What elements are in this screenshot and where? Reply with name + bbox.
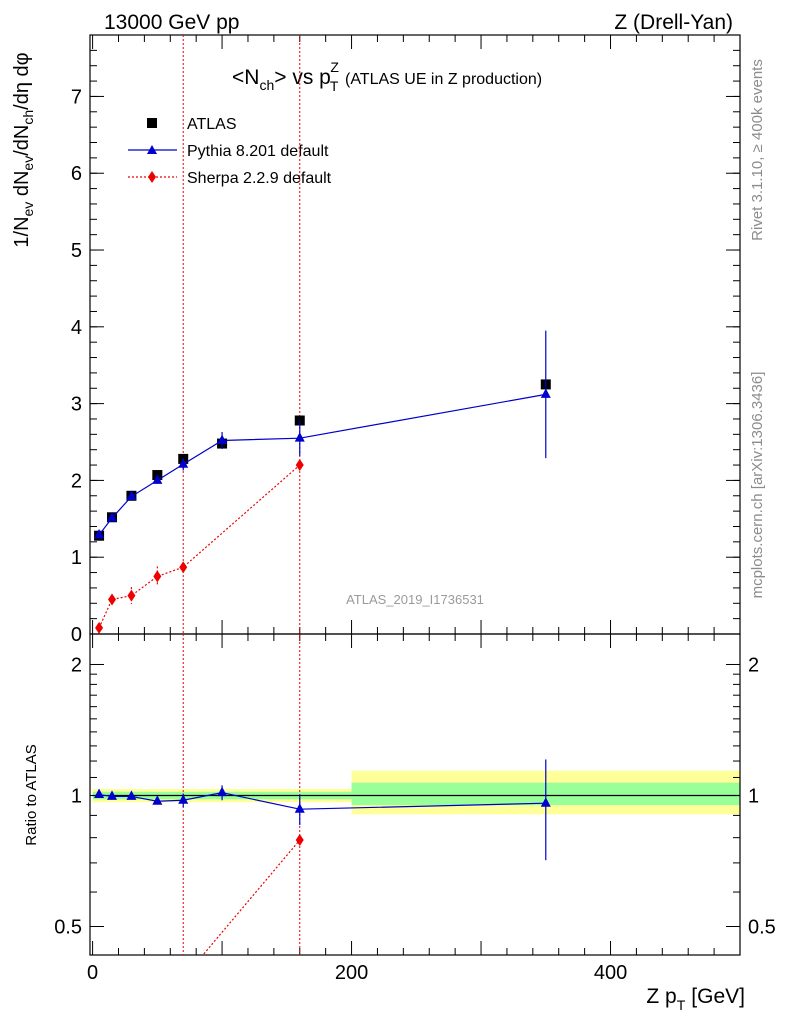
- mcplots-note: mcplots.cern.ch [arXiv:1306.3436]: [749, 372, 766, 599]
- lower-xtick-label: 0: [87, 962, 98, 984]
- legend-pythia-label: Pythia 8.201 default: [187, 143, 329, 160]
- pythia-point: [294, 432, 305, 442]
- sherpa-line: [98, 464, 301, 629]
- upper-ytick-label: 7: [71, 86, 82, 108]
- upper-ytick-label: 4: [71, 317, 82, 339]
- sherpa-point: [108, 593, 117, 606]
- rivet-note: Rivet 3.1.10, ≥ 400k events: [749, 59, 766, 241]
- pythia-ratio-point: [178, 794, 189, 804]
- legend-sherpa-label: Sherpa 2.2.9 default: [187, 170, 332, 187]
- header-right: Z (Drell-Yan): [614, 11, 733, 34]
- pythia-ratio-line: [98, 792, 546, 810]
- lower-ytick-label-left: 1: [71, 785, 82, 807]
- upper-ylabel: 1/Nev dNev/dNch/dη dφ: [11, 52, 36, 247]
- legend-atlas: ATLAS: [147, 116, 237, 133]
- pythia-ratio-point: [107, 790, 118, 800]
- upper-ytick-label: 3: [71, 394, 82, 416]
- legend-sherpa: Sherpa 2.2.9 default: [128, 170, 332, 187]
- sherpa-point: [179, 561, 188, 574]
- lower-ytick-label-left: 0.5: [54, 916, 82, 938]
- lower-xtick-label: 200: [335, 962, 368, 984]
- lower-plot: 0 200 400 0.5 0.5 1 1 2 2: [54, 633, 776, 984]
- pythia-point: [540, 388, 551, 398]
- legend: ATLAS Pythia 8.201 default Sherpa 2.2.9 …: [128, 116, 332, 187]
- upper-ytick-label: 1: [71, 547, 82, 569]
- legend-atlas-marker: [147, 118, 157, 128]
- analysis-watermark: ATLAS_2019_I1736531: [346, 592, 484, 607]
- lower-frame: [89, 633, 741, 956]
- pythia-ratio-point: [152, 795, 163, 805]
- pythia-point: [152, 474, 163, 484]
- sherpa-point: [95, 621, 104, 634]
- sherpa-point: [153, 570, 162, 583]
- upper-ytick-label: 5: [71, 240, 82, 262]
- lower-ytick-label-right: 1: [748, 785, 759, 807]
- pythia-line: [98, 393, 546, 536]
- chart-title: <Nch> vs pTZ(ATLAS UE in Z production): [232, 59, 542, 94]
- pythia-point: [94, 528, 105, 539]
- pythia-ratio-point: [294, 803, 305, 813]
- sherpa-point: [127, 589, 136, 602]
- legend-pythia: Pythia 8.201 default: [128, 143, 329, 160]
- lower-ytick-label-left: 2: [71, 654, 82, 676]
- upper-ytick-label: 2: [71, 470, 82, 492]
- pythia-point: [107, 512, 118, 522]
- pythia-point: [178, 458, 189, 468]
- lower-ylabel: Ratio to ATLAS: [23, 744, 40, 845]
- upper-ytick-label: 6: [71, 163, 82, 185]
- sherpa-ratio-point: [179, 972, 187, 984]
- pythia-ratio-point: [126, 790, 137, 800]
- legend-pythia-marker: [147, 145, 157, 154]
- sherpa-ratio-point: [295, 834, 304, 847]
- pythia-ratio-point: [540, 797, 551, 807]
- pythia-point: [217, 434, 228, 444]
- upper-plot: 0 1 2 3 4 5 6 7: [71, 34, 741, 646]
- legend-sherpa-marker: [148, 171, 156, 183]
- legend-atlas-label: ATLAS: [187, 116, 237, 133]
- upper-ytick-label: 0: [71, 624, 82, 646]
- pythia-ratio-point: [94, 788, 105, 799]
- sherpa-point: [295, 459, 304, 472]
- lower-xtick-label: 400: [594, 962, 627, 984]
- lower-ytick-label-right: 0.5: [748, 916, 776, 938]
- sherpa-ratio-line: [202, 839, 301, 955]
- header-left: 13000 GeV pp: [104, 11, 239, 34]
- lower-clipped-group: [179, 834, 304, 984]
- lower-ytick-label-right: 2: [748, 654, 759, 676]
- pythia-point: [126, 490, 137, 501]
- lower-xlabel: Z pT [GeV]: [646, 985, 745, 1013]
- pythia-ratio-point: [217, 786, 228, 797]
